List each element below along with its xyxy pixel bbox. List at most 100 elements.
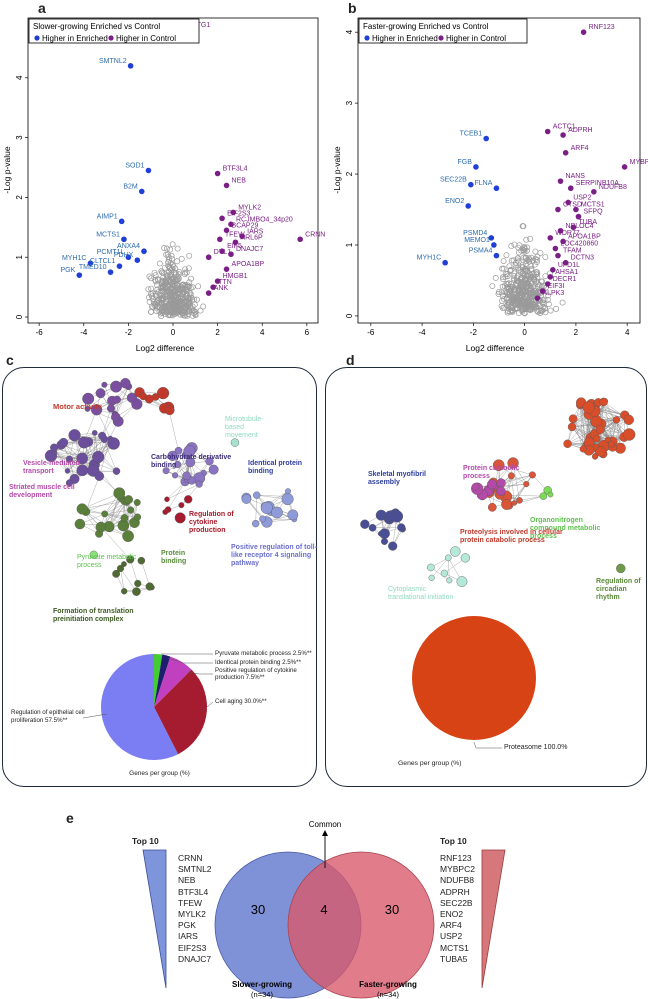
background-protein-point	[181, 271, 188, 278]
pie-caption: Genes per group (%)	[398, 760, 462, 767]
enriched-point	[493, 252, 500, 259]
network-node	[182, 471, 191, 481]
protein-label: PGK	[61, 267, 76, 274]
protein-label: BTF3L4	[223, 165, 248, 172]
network-node	[287, 509, 299, 521]
control-point	[565, 199, 572, 206]
enriched-point	[127, 63, 134, 69]
enriched-point	[87, 260, 94, 266]
network-graph-c	[44, 378, 299, 596]
network-node	[450, 546, 461, 557]
network-edge	[256, 495, 287, 497]
network-node	[271, 506, 283, 519]
network-node	[127, 506, 135, 514]
top10-gene: SEC22B	[440, 897, 473, 908]
network-node	[528, 471, 536, 479]
cluster-label: Regulation of cytokine production	[189, 511, 234, 534]
network-edge	[82, 435, 103, 471]
background-protein-point	[158, 284, 165, 291]
network-node	[567, 422, 577, 432]
network-node	[134, 579, 142, 588]
top10-gene: MYBPC2	[440, 864, 475, 875]
enriched-point	[465, 203, 472, 209]
background-protein-point	[148, 291, 154, 298]
background-protein-point	[527, 289, 534, 296]
legend-enriched: Higher in Enriched	[42, 34, 108, 43]
network-node	[427, 563, 435, 572]
top10-gene: ADPRH	[440, 886, 470, 897]
x-tick-label: -6	[36, 328, 44, 337]
control-point	[210, 284, 216, 290]
legend-dot-control	[108, 35, 114, 41]
network-edge	[255, 495, 257, 524]
background-protein-point	[174, 290, 181, 297]
control-point	[544, 128, 551, 135]
background-protein-point	[509, 295, 516, 302]
protein-label: MYH1C	[62, 255, 87, 262]
network-node	[145, 582, 154, 591]
network-node	[133, 499, 141, 506]
network-edge	[69, 443, 114, 460]
network-node	[599, 397, 608, 407]
x-tick-label: -4	[80, 328, 88, 337]
enriched-point	[493, 185, 500, 192]
top10-list-right: RNF123 MYBPC2 NDUFB8 ADPRH SEC22B ENO2 ARF4 USP…	[440, 853, 475, 965]
background-protein-point	[158, 295, 165, 302]
network-node	[144, 394, 154, 404]
background-protein-point	[177, 311, 184, 318]
network-node	[174, 512, 186, 524]
control-point	[214, 278, 221, 284]
network-node	[253, 491, 261, 499]
background-protein-point	[500, 276, 507, 282]
background-protein-point	[522, 255, 529, 261]
background-protein-point	[154, 286, 161, 293]
control-point	[214, 170, 221, 177]
pie-slice	[101, 654, 179, 760]
network-node	[107, 437, 120, 450]
cluster-label: Skeletal myofibril assembly	[368, 471, 426, 486]
background-protein-point	[515, 255, 521, 262]
control-point	[228, 251, 234, 258]
background-protein-point	[179, 300, 186, 307]
protein-label: DYL1	[214, 249, 232, 256]
background-protein-point	[173, 297, 180, 304]
network-edge	[85, 476, 100, 512]
cluster-label: Regulation of circadian rhythm	[596, 578, 641, 601]
protein-label: EIF5	[227, 243, 242, 250]
protein-label: HMGB1	[223, 273, 248, 280]
venn-circle-faster	[287, 851, 435, 999]
background-protein-point	[531, 276, 538, 283]
pie-label: Regulation of epithelial cell proliferat…	[11, 709, 85, 724]
network-edge	[53, 447, 75, 479]
network-node	[281, 493, 294, 506]
enriched-point	[491, 242, 497, 248]
top10-gene: NEB	[178, 875, 196, 886]
background-protein-point	[167, 291, 174, 298]
network-edge	[130, 559, 138, 584]
background-protein-point	[159, 294, 166, 301]
network-node	[446, 577, 453, 584]
control-point	[552, 245, 559, 252]
network-edge	[100, 526, 131, 560]
background-protein-point	[174, 309, 181, 316]
background-protein-point	[532, 248, 539, 255]
pie-slice	[154, 669, 207, 755]
background-protein-point	[547, 307, 554, 314]
top10-gene: TUBA5	[440, 953, 468, 964]
background-protein-point	[195, 283, 202, 290]
network-node	[76, 464, 89, 477]
background-protein-point	[169, 241, 176, 248]
network-node	[185, 457, 196, 468]
background-protein-point	[156, 260, 163, 267]
network-node	[388, 541, 398, 551]
protein-label: ARL6P	[240, 234, 263, 241]
control-point	[223, 182, 230, 189]
top10-gene: USP2	[440, 931, 463, 942]
network-node	[568, 414, 578, 424]
background-protein-point	[161, 245, 168, 251]
network-node	[167, 450, 178, 461]
plot-frame	[357, 17, 641, 324]
background-protein-point	[187, 275, 194, 282]
protein-label: PDHX	[114, 252, 134, 259]
network-node	[397, 523, 406, 532]
